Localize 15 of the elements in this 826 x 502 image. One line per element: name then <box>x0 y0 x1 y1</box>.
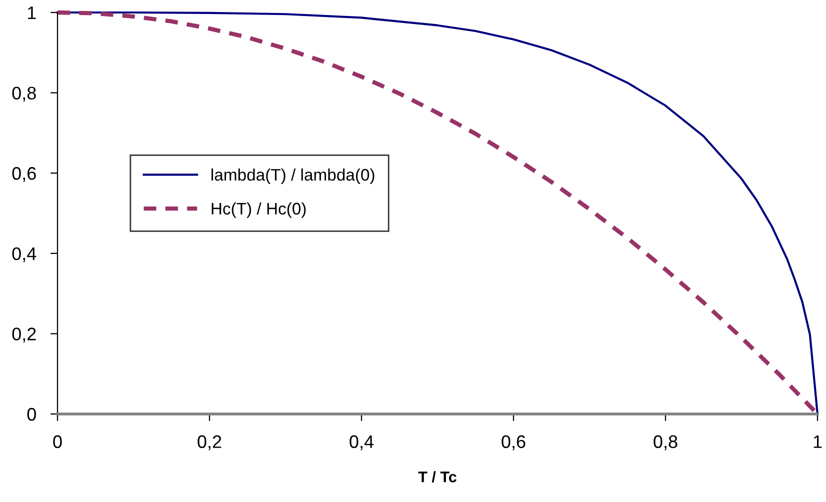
y-tick-label: 0 <box>27 408 36 421</box>
x-axis-title: T / Tc <box>418 471 456 482</box>
y-tick-label: 0,4 <box>12 247 36 262</box>
legend-label: Hc(T) / Hc(0) <box>212 202 306 218</box>
x-tick-label: 0,6 <box>502 435 526 450</box>
x-tick-label: 0 <box>53 435 62 448</box>
y-tick-label: 1 <box>28 6 36 20</box>
x-tick-label: 0,4 <box>350 435 374 450</box>
legend-label: lambda(T) / lambda(0) <box>212 168 374 184</box>
y-tick-label: 0,8 <box>12 86 36 102</box>
x-tick-label: 0,8 <box>654 435 678 450</box>
x-tick-label: 0,2 <box>198 435 222 450</box>
y-tick-label: 0,2 <box>12 328 36 343</box>
y-tick-label: 0,6 <box>12 167 36 182</box>
x-tick-label: 1 <box>814 435 822 448</box>
